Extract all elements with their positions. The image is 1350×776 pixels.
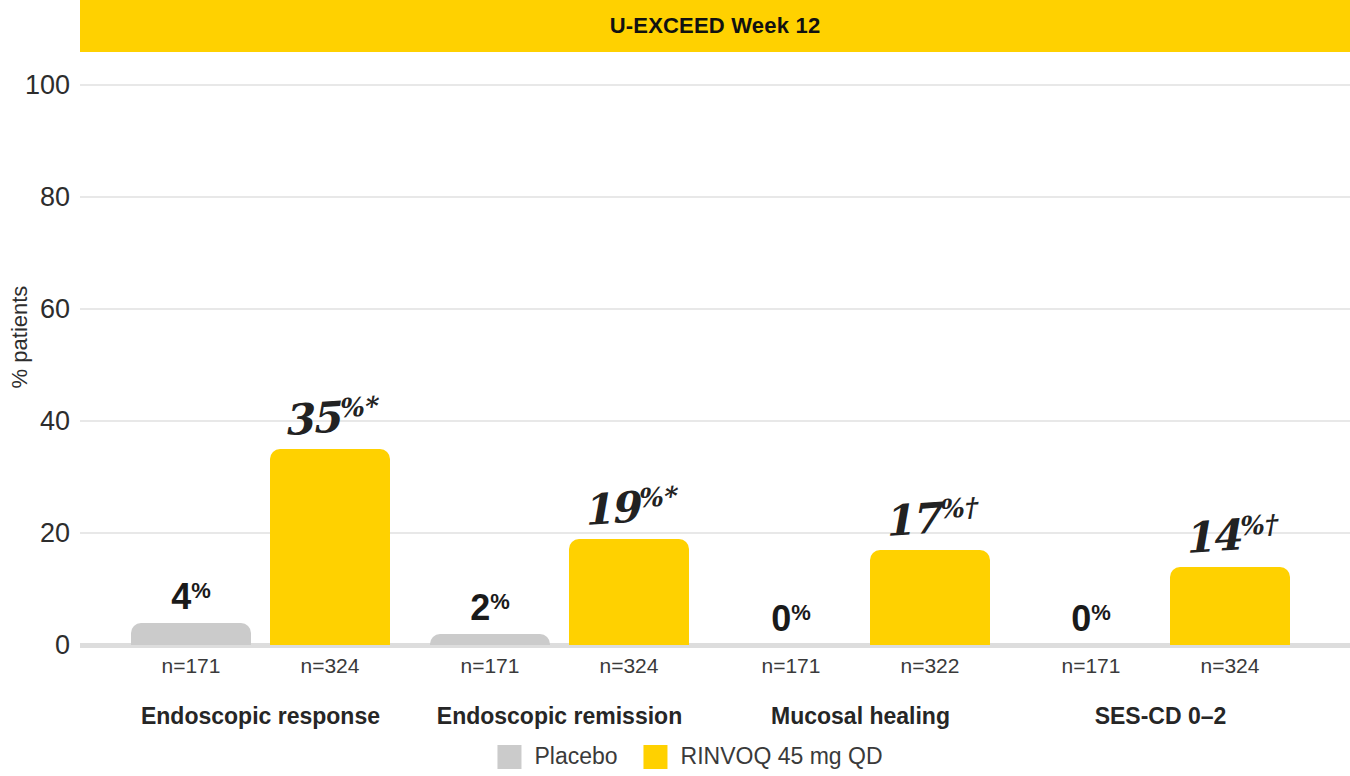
value-superscript: %† [1237, 509, 1277, 542]
y-tick-label: 20 [0, 520, 70, 547]
n-count-label: n=324 [1150, 654, 1310, 678]
value-label: 0% [1071, 601, 1111, 637]
value-label: 19%* [581, 484, 677, 532]
value-label: 35%* [282, 394, 378, 442]
value-label: 14%† [1182, 512, 1278, 560]
gridline [80, 196, 1350, 198]
legend-item-placebo: Placebo [497, 744, 617, 769]
value-main: 2 [470, 587, 490, 628]
chart-canvas: U-EXCEED Week 12 % patients 020406080100… [0, 0, 1350, 776]
gridline [80, 84, 1350, 86]
banner-title: U-EXCEED Week 12 [610, 13, 821, 39]
value-main: 35 [281, 392, 340, 445]
value-superscript: % [490, 589, 510, 614]
n-count-label: n=324 [549, 654, 709, 678]
legend: Placebo RINVOQ 45 mg QD [497, 744, 882, 769]
n-count-label: n=171 [410, 654, 570, 678]
legend-label: RINVOQ 45 mg QD [681, 744, 883, 769]
y-tick-label: 40 [0, 408, 70, 435]
value-superscript: %* [636, 481, 676, 514]
y-tick-label: 80 [0, 184, 70, 211]
value-superscript: %† [937, 492, 977, 525]
rinvoq-swatch-icon [644, 745, 668, 769]
category-label: SES-CD 0–2 [981, 703, 1341, 730]
value-label: 4% [171, 579, 211, 615]
bar-rinvoq [270, 449, 390, 645]
y-tick-label: 0 [0, 632, 70, 659]
bar-rinvoq [870, 550, 990, 645]
bar-placebo [430, 634, 550, 645]
value-main: 19 [580, 482, 639, 535]
n-count-label: n=322 [850, 654, 1010, 678]
gridline [80, 420, 1350, 422]
bar-rinvoq [1170, 567, 1290, 645]
n-count-label: n=324 [250, 654, 410, 678]
placebo-swatch-icon [497, 745, 521, 769]
n-count-label: n=171 [111, 654, 271, 678]
value-label: 0% [771, 601, 811, 637]
value-superscript: % [1091, 600, 1111, 625]
value-superscript: % [791, 600, 811, 625]
value-label: 2% [470, 590, 510, 626]
y-tick-label: 60 [0, 296, 70, 323]
bar-rinvoq [569, 539, 689, 645]
value-label: 17%† [882, 495, 978, 543]
study-banner: U-EXCEED Week 12 [80, 0, 1350, 52]
value-main: 4 [171, 576, 191, 617]
value-main: 0 [771, 598, 791, 639]
legend-item-rinvoq: RINVOQ 45 mg QD [644, 744, 883, 769]
value-main: 14 [1181, 510, 1240, 563]
y-tick-label: 100 [0, 72, 70, 99]
value-main: 17 [881, 493, 940, 546]
n-count-label: n=171 [1011, 654, 1171, 678]
value-superscript: % [191, 578, 211, 603]
n-count-label: n=171 [711, 654, 871, 678]
value-superscript: %* [337, 391, 377, 424]
legend-label: Placebo [534, 744, 617, 769]
value-main: 0 [1071, 598, 1091, 639]
gridline [80, 308, 1350, 310]
bar-placebo [131, 623, 251, 645]
